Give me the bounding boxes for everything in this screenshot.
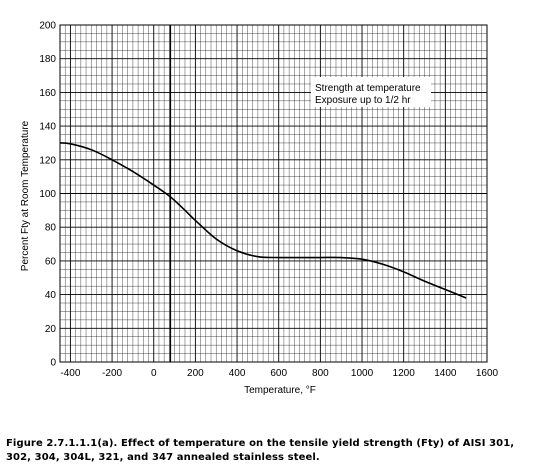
y-axis-label: Percent Fty at Room Temperature (20, 120, 31, 271)
x-tick-label: 0 (151, 368, 157, 379)
y-tick-label: 80 (45, 223, 57, 234)
plot-frame (59, 24, 488, 363)
chart: -400 -200 0 200 400 600 800 1000 1200 1400 1600 0 2… (20, 21, 499, 397)
x-tick-label: 1200 (393, 368, 416, 379)
annotation-line-1: Strength at temperature (315, 83, 421, 94)
caption-line-2: 302, 304, 304L, 321, and 347 annealed st… (6, 452, 320, 463)
curve-group (59, 142, 467, 299)
y-tick-label: 40 (45, 290, 57, 301)
x-tick-label: 1000 (351, 368, 374, 379)
y-tick-label: 120 (39, 155, 56, 166)
x-axis-label: Temperature, °F (244, 385, 316, 396)
y-tick-label: 0 (50, 358, 56, 369)
y-tick-label: 100 (39, 189, 56, 200)
x-tick-label: 1600 (476, 368, 499, 379)
y-tick-label: 200 (39, 21, 56, 32)
x-tick-label: 200 (187, 368, 204, 379)
x-tick-label: 1400 (434, 368, 457, 379)
caption-line-1: Figure 2.7.1.1.1(a). Effect of temperatu… (6, 438, 515, 449)
y-tick-label: 160 (39, 88, 56, 99)
x-tick-label: 600 (270, 368, 287, 379)
x-tick-label: -400 (60, 368, 80, 379)
annotation-line-2: Exposure up to 1/2 hr (315, 95, 411, 106)
y-tick-label: 180 (39, 54, 56, 65)
x-tick-label: 400 (229, 368, 246, 379)
y-tick-label: 20 (45, 324, 57, 335)
figure-caption: Figure 2.7.1.1.1(a). Effect of temperatu… (6, 437, 526, 465)
x-tick-labels: -400 -200 0 200 400 600 800 1000 1200 1400 1600 (60, 368, 498, 379)
y-tick-labels: 0 20 40 60 80 100 120 140 160 180 200 (39, 21, 56, 369)
series-line (59, 142, 467, 299)
x-tick-label: -200 (102, 368, 122, 379)
x-tick-label: 800 (312, 368, 329, 379)
y-tick-label: 60 (45, 256, 57, 267)
annotation-box (311, 77, 431, 107)
y-tick-label: 140 (39, 122, 56, 133)
